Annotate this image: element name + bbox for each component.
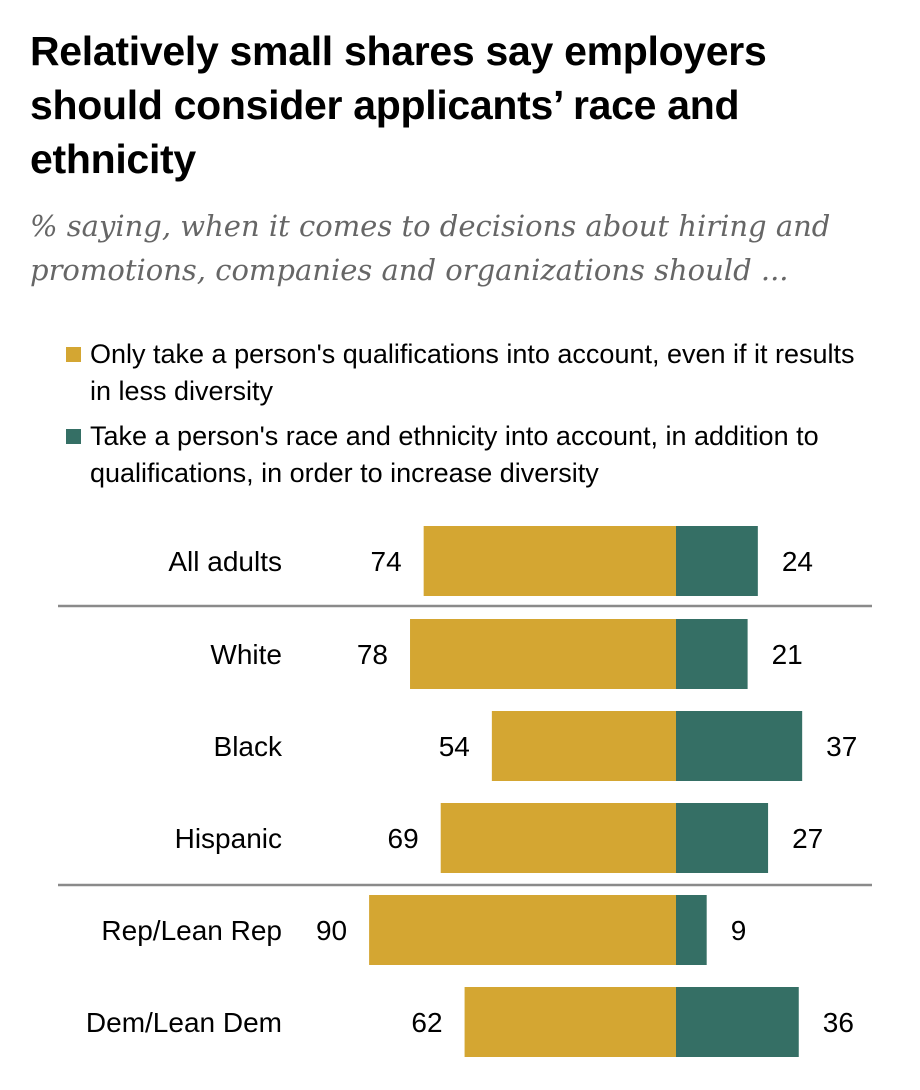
bar-qualifications-hispanic (440, 803, 676, 873)
bar-race-dem-lean-dem (676, 987, 799, 1057)
bar-qualifications-dem-lean-dem (464, 987, 676, 1057)
value-label-race-white: 21 (772, 639, 803, 670)
bar-qualifications-all-adults (423, 526, 676, 596)
category-label-dem-lean-dem: Dem/Lean Dem (86, 1007, 282, 1038)
legend-label-qualifications: Only take a person's qualifications into… (90, 339, 855, 406)
value-label-race-hispanic: 27 (792, 823, 823, 854)
bar-race-all-adults (676, 526, 758, 596)
value-label-race-dem-lean-dem: 36 (823, 1007, 854, 1038)
legend-label-race: Take a person's race and ethnicity into … (90, 421, 819, 488)
category-label-black: Black (214, 731, 283, 762)
category-label-hispanic: Hispanic (175, 823, 282, 854)
value-label-qualifications-black: 54 (439, 731, 470, 762)
chart-title: Relatively small shares say employers sh… (30, 28, 767, 182)
legend-swatch-race (66, 429, 81, 444)
bar-race-white (676, 619, 748, 689)
category-label-all-adults: All adults (168, 546, 282, 577)
legend-swatch-qualifications (66, 347, 81, 362)
bar-race-hispanic (676, 803, 769, 873)
value-label-qualifications-all-adults: 74 (371, 546, 402, 577)
bar-qualifications-rep-lean-rep (369, 895, 676, 965)
bar-race-black (676, 711, 803, 781)
value-label-race-black: 37 (826, 731, 857, 762)
value-label-qualifications-rep-lean-rep: 90 (316, 915, 347, 946)
value-label-race-all-adults: 24 (782, 546, 813, 577)
value-label-race-rep-lean-rep: 9 (731, 915, 747, 946)
chart-subtitle: % saying, when it comes to decisions abo… (30, 209, 831, 287)
bar-qualifications-white (410, 619, 676, 689)
bar-qualifications-black (491, 711, 676, 781)
value-label-qualifications-dem-lean-dem: 62 (411, 1007, 442, 1038)
value-label-qualifications-white: 78 (357, 639, 388, 670)
category-label-white: White (210, 639, 282, 670)
bar-race-rep-lean-rep (676, 895, 707, 965)
category-label-rep-lean-rep: Rep/Lean Rep (101, 915, 282, 946)
value-label-qualifications-hispanic: 69 (388, 823, 419, 854)
